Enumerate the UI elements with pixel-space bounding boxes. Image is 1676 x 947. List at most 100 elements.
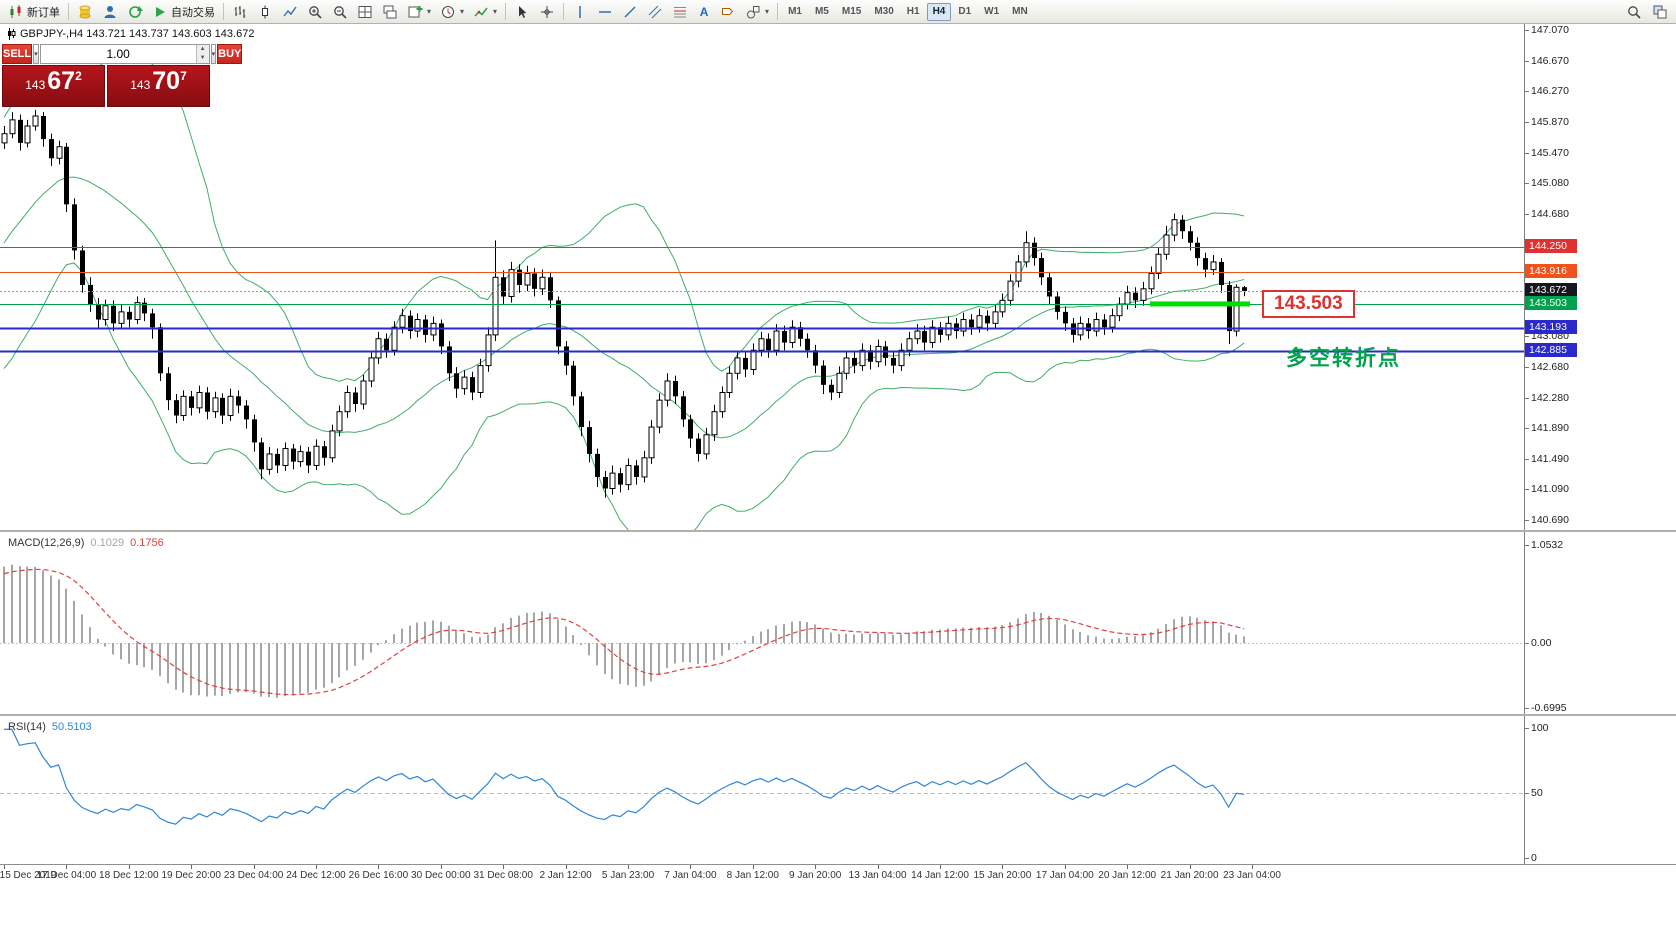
price-level-callout[interactable]: 143.503 (1262, 289, 1355, 318)
time-tick (1127, 865, 1129, 869)
timeframe-d1-button[interactable]: D1 (952, 3, 977, 21)
price-scale-label: 141.090 (1531, 483, 1569, 496)
timeframe-m1-button[interactable]: M1 (782, 3, 808, 21)
price-scale[interactable]: 147.070 146.670 146.270 145.870 145.470 145.0… (1524, 24, 1676, 864)
rsi-canvas[interactable] (0, 716, 1524, 864)
time-tick (128, 865, 130, 869)
charts-button[interactable] (73, 2, 97, 22)
new-order-button[interactable]: 新订单 (4, 2, 64, 22)
time-tick (815, 865, 817, 869)
price-scale-label: 146.270 (1531, 85, 1569, 98)
macd-scale-label: -0.6995 (1531, 702, 1567, 715)
price-scale-label-highlight: 142.885 (1525, 343, 1577, 358)
trendline-icon (622, 4, 638, 20)
time-tick (565, 865, 567, 869)
shapes-button[interactable] (741, 2, 773, 22)
buy-button[interactable]: BUY (217, 44, 243, 64)
time-tick (253, 865, 255, 869)
volume-up-icon[interactable] (196, 45, 209, 54)
volume-down-icon[interactable] (196, 54, 209, 63)
cascade-windows-button[interactable] (378, 2, 402, 22)
volume-box (39, 44, 210, 64)
scale-tick (1525, 519, 1529, 521)
rsi-scale-label: 100 (1531, 722, 1549, 734)
periods-button[interactable] (436, 2, 468, 22)
new-chart-button[interactable] (403, 2, 435, 22)
cascade-windows-icon (382, 4, 398, 20)
autotrading-button[interactable]: 自动交易 (148, 2, 219, 22)
window-list-button[interactable] (1648, 2, 1672, 22)
volume-input[interactable] (40, 45, 196, 63)
buy-options-dropdown[interactable] (210, 44, 217, 64)
refresh-icon (127, 4, 143, 20)
sell-options-dropdown[interactable] (33, 44, 39, 64)
timeframe-mn-button[interactable]: MN (1006, 3, 1034, 21)
timeframe-m15-button[interactable]: M15 (836, 3, 867, 21)
price-scale-label-highlight: 144.250 (1525, 238, 1577, 253)
time-axis-label: 31 Dec 08:00 (473, 870, 533, 881)
scale-tick (1525, 728, 1529, 729)
channel-button[interactable] (643, 2, 667, 22)
shapes-dropdown-icon (765, 7, 769, 16)
scale-tick (1525, 213, 1529, 215)
quote-tiles-row: 143 67 2 143 70 7 (2, 65, 210, 107)
time-axis-label: 13 Jan 04:00 (848, 870, 907, 881)
timeframe-m5-button[interactable]: M5 (809, 3, 835, 21)
horizontal-line-button[interactable] (593, 2, 617, 22)
timeframe-w1-button[interactable]: W1 (978, 3, 1005, 21)
periods-dropdown-icon (460, 7, 464, 16)
text-icon: A (699, 4, 709, 19)
text-button[interactable]: A (693, 2, 715, 22)
cursor-button[interactable] (510, 2, 534, 22)
time-axis[interactable]: 15 Dec 2019 17 Dec 04:00 18 Dec 12:00 19 De… (0, 864, 1676, 947)
price-scale-label: 145.870 (1531, 116, 1569, 129)
timeframe-m30-button[interactable]: M30 (868, 3, 899, 21)
timeframe-h4-button[interactable]: H4 (926, 2, 952, 21)
time-tick (378, 865, 380, 869)
timeframe-h1-button[interactable]: H1 (901, 3, 926, 21)
zoom-out-button[interactable] (328, 2, 352, 22)
macd-value-signal: 0.1756 (130, 537, 164, 549)
price-scale-label: 141.890 (1531, 421, 1569, 434)
zoom-in-button[interactable] (303, 2, 327, 22)
tile-windows-button[interactable] (353, 2, 377, 22)
buy-quote-tile[interactable]: 143 70 7 (107, 65, 210, 107)
turning-point-annotation[interactable]: 多空转折点 (1286, 347, 1401, 370)
price-scale-label: 140.690 (1531, 513, 1569, 526)
time-axis-label: 23 Jan 04:00 (1223, 870, 1281, 881)
macd-canvas[interactable] (0, 532, 1524, 714)
text-label-button[interactable] (716, 2, 740, 22)
refresh-button[interactable] (123, 2, 147, 22)
toolbar-separator (68, 3, 69, 20)
vertical-line-button[interactable] (568, 2, 592, 22)
panel-splitter-rsi[interactable] (0, 714, 1676, 716)
line-chart-button[interactable] (278, 2, 302, 22)
fibonacci-button[interactable] (668, 2, 692, 22)
panel-splitter-macd[interactable] (0, 530, 1676, 532)
shapes-icon (745, 4, 761, 20)
crosshair-button[interactable] (535, 2, 559, 22)
time-tick (628, 865, 629, 869)
candlestick-chart-icon (257, 4, 273, 20)
sell-button[interactable]: SELL (2, 44, 33, 64)
time-axis-label: 14 Jan 12:00 (911, 870, 969, 881)
trendline-button[interactable] (618, 2, 642, 22)
search-button[interactable] (1622, 2, 1646, 22)
market-watch-button[interactable] (98, 2, 122, 22)
candlestick-chart-button[interactable] (253, 2, 277, 22)
scale-tick (1525, 367, 1529, 369)
main-chart-canvas[interactable] (0, 24, 1524, 530)
time-axis-label: 23 Dec 04:00 (223, 870, 284, 881)
sell-quote-tile[interactable]: 143 67 2 (2, 65, 105, 107)
search-icon (1626, 4, 1642, 20)
macd-scale-label: 1.0532 (1531, 539, 1564, 552)
scale-tick (1525, 30, 1529, 31)
indicators-button[interactable] (469, 2, 501, 22)
time-tick (66, 865, 68, 869)
new-order-icon (8, 4, 24, 20)
time-tick (4, 865, 5, 869)
symbol-info: GBPJPY-,H4 143.721 143.737 143.603 143.6… (7, 28, 254, 40)
new-chart-icon (407, 4, 423, 20)
bar-chart-button[interactable] (228, 2, 252, 22)
toolbar-right-group (1622, 2, 1672, 22)
